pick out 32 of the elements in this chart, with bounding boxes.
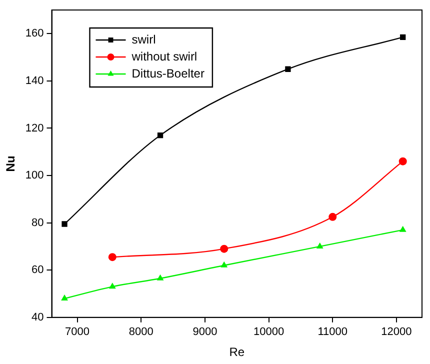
point — [156, 274, 164, 280]
y-tick-label: 80 — [32, 216, 44, 229]
point — [399, 226, 406, 232]
x-tick-label: 7000 — [65, 326, 90, 338]
point — [62, 221, 68, 227]
point — [220, 261, 228, 268]
point — [157, 132, 164, 138]
point — [398, 157, 407, 166]
y-axis-title: Nu — [4, 156, 18, 172]
point — [108, 282, 116, 289]
legend-label: swirl — [132, 32, 156, 46]
y-tick-label: 160 — [25, 28, 44, 40]
point — [220, 244, 228, 253]
x-axis-title: Re — [229, 345, 245, 360]
point — [285, 66, 291, 72]
legend-label: Dittus-Boelter — [132, 66, 204, 80]
point — [328, 212, 337, 221]
point — [316, 242, 324, 248]
y-tick-label: 60 — [32, 264, 44, 276]
y-tick-label: 100 — [25, 170, 44, 182]
point — [400, 34, 406, 40]
x-tick-label: 12000 — [381, 326, 412, 338]
x-tick-label: 9000 — [192, 326, 218, 338]
y-tick-label: 140 — [25, 74, 44, 87]
legend-label: without swirl — [130, 49, 198, 64]
point — [108, 253, 116, 262]
point — [61, 294, 68, 300]
x-tick-label: 11000 — [318, 326, 348, 338]
x-tick-label: 10000 — [253, 326, 284, 338]
y-tick-label: 40 — [32, 311, 44, 324]
y-tick-label: 120 — [25, 122, 44, 134]
x-tick-label: 8000 — [128, 326, 154, 338]
